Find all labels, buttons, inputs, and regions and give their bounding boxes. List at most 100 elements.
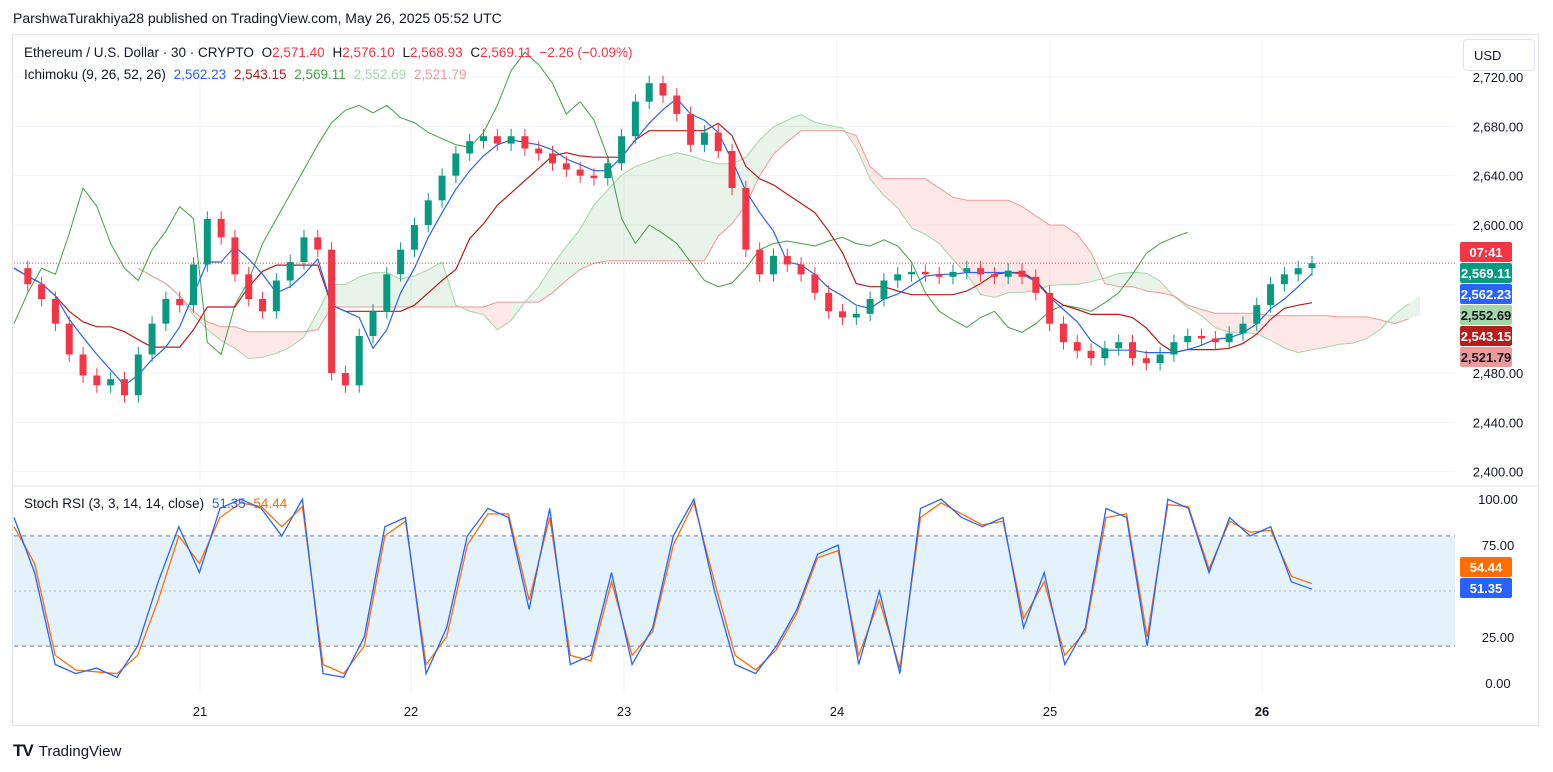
candle-body	[107, 379, 115, 386]
close-label: C	[470, 45, 481, 60]
currency-button[interactable]: USD	[1463, 39, 1535, 71]
ichimoku-cloud-segment	[1270, 315, 1285, 349]
candle-body	[1018, 270, 1026, 277]
change-value: −2.26 (−0.09%)	[539, 45, 633, 60]
open-label: O	[261, 45, 273, 60]
ichimoku-cloud-segment	[276, 331, 291, 354]
ichimoku-cloud-segment	[649, 156, 663, 261]
candle-body	[120, 379, 128, 396]
candle-body	[673, 95, 681, 114]
high-label: H	[332, 45, 343, 60]
ichimoku-cloud-segment	[1353, 316, 1368, 344]
ichimoku-cloud-segment	[290, 331, 304, 348]
ichimoku-base-value: 2,543.15	[233, 67, 287, 82]
candle-body	[562, 163, 570, 170]
price-tick-label: 2,640.00	[1473, 169, 1524, 184]
candle-body	[1142, 358, 1150, 364]
candle-body	[963, 268, 971, 272]
price-tick-label: 2,600.00	[1473, 218, 1524, 233]
ichimoku-label[interactable]: Ichimoku (9, 26, 52, 26)	[24, 67, 166, 82]
ichimoku-cloud-segment	[883, 178, 898, 209]
ichimoku-cloud-segment	[1381, 314, 1395, 329]
ichimoku-cloud-segment	[801, 114, 815, 131]
candle-body	[1239, 323, 1247, 334]
ichimoku-spanB-value: 2,521.79	[413, 67, 467, 82]
tv-logo-text: TradingView	[38, 742, 122, 760]
price-tick-label: 2,720.00	[1473, 70, 1524, 85]
candle-body	[1267, 284, 1275, 306]
chart-frame[interactable]	[12, 34, 1539, 726]
price-tick-label: 2,680.00	[1473, 119, 1524, 134]
stoch-k-line	[13, 497, 1313, 679]
tv-logo-icon: TV	[13, 741, 34, 760]
base-price-tag: 2,543.15	[1460, 326, 1512, 346]
ichimoku-cloud-segment	[469, 307, 484, 315]
open-value: 2,571.40	[272, 45, 325, 60]
candle-body	[328, 249, 336, 373]
ichimoku-cloud-segment	[676, 152, 691, 261]
conversion-price-tag: 2,562.23	[1460, 284, 1512, 304]
candle-body	[231, 237, 239, 275]
candle-body	[507, 136, 515, 144]
countdown-tag: 07:41	[1460, 242, 1512, 262]
ichimoku-cloud-segment	[566, 229, 581, 281]
candle-body	[1046, 292, 1054, 324]
ichimoku-legend[interactable]: Ichimoku (9, 26, 52, 26) 2,562.23 2,543.…	[24, 67, 470, 82]
candle-body	[990, 274, 998, 277]
stoch-label[interactable]: Stoch RSI (3, 3, 14, 14, close)	[24, 496, 205, 511]
candle-body	[590, 175, 598, 179]
candle-body	[880, 280, 888, 299]
symbol-legend[interactable]: Ethereum / U.S. Dollar · 30 · CRYPTO O2,…	[24, 45, 637, 60]
candle-body	[355, 336, 363, 386]
candle-body	[576, 169, 584, 176]
candle-body	[535, 148, 543, 154]
candle-body	[217, 218, 225, 238]
ichimoku-cloud-segment	[1325, 315, 1340, 348]
ichimoku-cloud-segment	[952, 197, 967, 275]
stoch-tick-label: 0.00	[1485, 676, 1510, 691]
candle-body	[1253, 305, 1261, 324]
ichimoku-cloud-segment	[193, 311, 208, 330]
candle-body	[521, 136, 529, 149]
candle-body	[93, 375, 101, 386]
candle-body	[728, 151, 736, 188]
ichimoku-cloud-segment	[1063, 225, 1078, 285]
ichimoku-cloud-segment	[552, 246, 567, 293]
ichimoku-cloud-segment	[1132, 272, 1147, 291]
spanA-price-tag: 2,552.69	[1460, 305, 1512, 325]
price-tick-label: 2,480.00	[1473, 366, 1524, 381]
candle-body	[1211, 338, 1219, 343]
candle-body	[410, 225, 418, 250]
candle-body	[38, 284, 46, 299]
ichimoku-cloud-segment	[400, 275, 415, 308]
price-tick-label: 2,400.00	[1473, 465, 1524, 480]
candle-body	[369, 311, 377, 336]
candle-body	[438, 175, 446, 201]
ichimoku-cloud-segment	[593, 189, 608, 264]
ichimoku-cloud-segment	[1008, 200, 1023, 293]
ichimoku-cloud-segment	[966, 200, 981, 295]
candle-body	[245, 274, 253, 299]
high-value: 2,576.10	[342, 45, 395, 60]
candle-body	[935, 274, 943, 277]
publisher-line: ParshwaTurakhiya28 published on TradingV…	[13, 10, 502, 26]
candle-body	[1087, 350, 1095, 359]
ichimoku-cloud-segment	[787, 114, 802, 142]
ichimoku-cloud-segment	[1077, 234, 1092, 285]
ichimoku-cloud-segment	[1146, 273, 1161, 293]
time-tick-label: 26	[1255, 704, 1269, 719]
ichimoku-cloud-segment	[897, 178, 912, 229]
ichimoku-cloud-segment	[359, 272, 374, 308]
ichimoku-conversion-value: 2,562.23	[173, 67, 227, 82]
stoch-legend[interactable]: Stoch RSI (3, 3, 14, 14, close) 51.35 54…	[24, 496, 291, 511]
symbol-name[interactable]: Ethereum / U.S. Dollar · 30 · CRYPTO	[24, 45, 254, 60]
tradingview-logo[interactable]: TV TradingView	[13, 741, 121, 761]
ichimoku-cloud-segment	[856, 135, 871, 179]
ichimoku-cloud-segment	[1049, 225, 1064, 286]
candle-body	[65, 323, 73, 355]
candle-body	[466, 141, 474, 154]
candle-body	[148, 323, 156, 355]
candle-body	[825, 292, 833, 312]
close-value: 2,569.11	[480, 45, 532, 60]
